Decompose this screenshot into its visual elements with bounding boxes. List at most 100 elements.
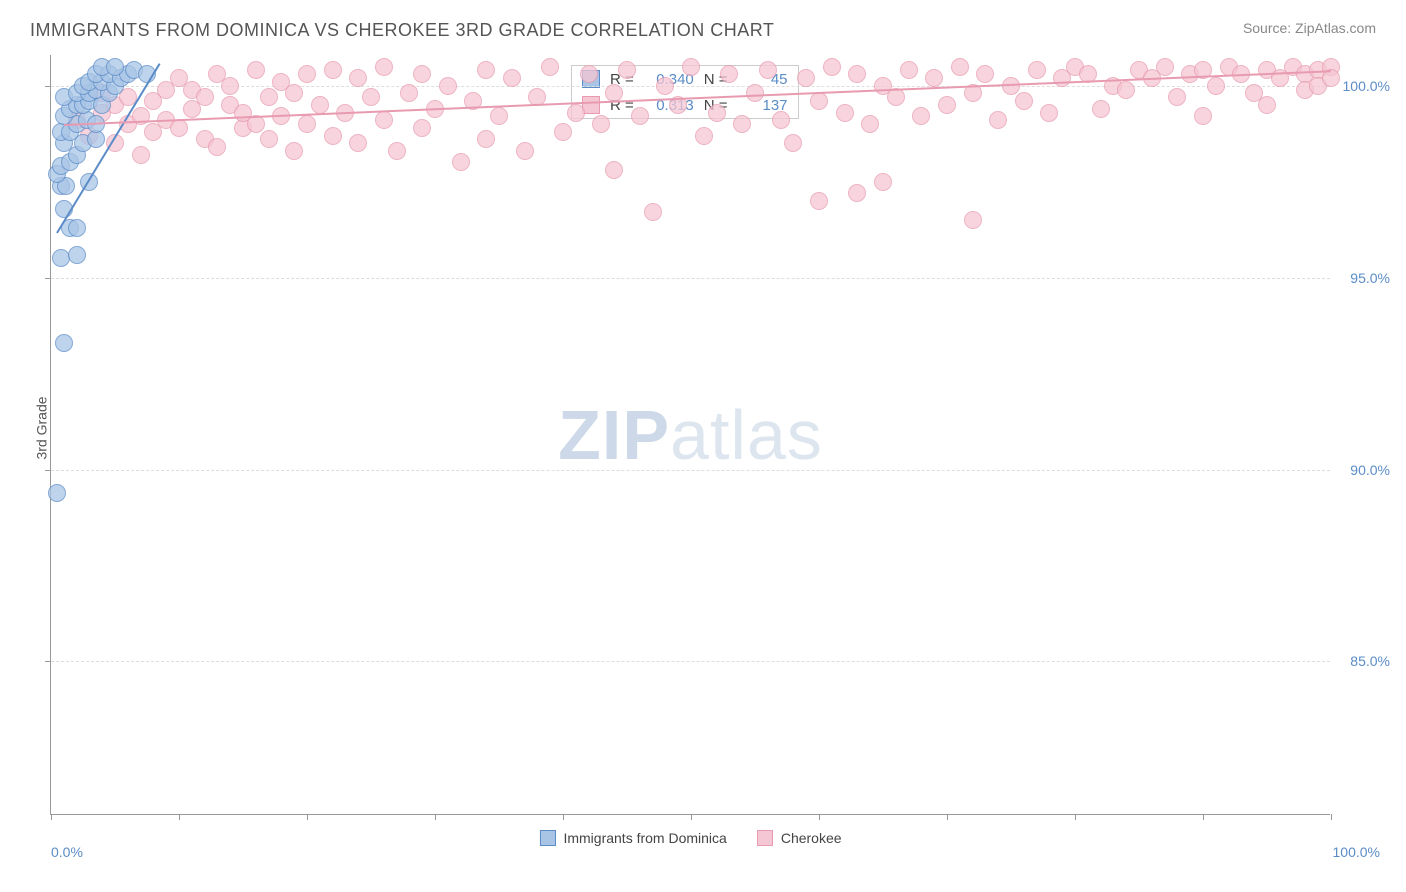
x-min-label: 0.0% [51,844,83,860]
data-point [375,111,393,129]
data-point [311,96,329,114]
data-point [964,211,982,229]
x-tick [819,814,820,820]
data-point [196,88,214,106]
data-point [733,115,751,133]
chart-source: Source: ZipAtlas.com [1243,20,1376,36]
y-tick-label: 100.0% [1343,78,1390,94]
data-point [1092,100,1110,118]
data-point [413,119,431,137]
data-point [247,61,265,79]
data-point [1040,104,1058,122]
data-point [68,219,86,237]
x-tick [1203,814,1204,820]
data-point [503,69,521,87]
y-tick [45,470,51,471]
data-point [260,130,278,148]
data-point [951,58,969,76]
data-point [1194,107,1212,125]
x-tick [563,814,564,820]
y-axis-label: 3rd Grade [34,396,50,459]
gridline [51,278,1330,279]
legend-item-1: Immigrants from Dominica [539,830,726,846]
data-point [759,61,777,79]
data-point [746,84,764,102]
data-point [989,111,1007,129]
y-tick [45,661,51,662]
data-point [682,58,700,76]
data-point [900,61,918,79]
data-point [592,115,610,133]
data-point [695,127,713,145]
y-tick-label: 90.0% [1350,462,1390,478]
x-tick [1075,814,1076,820]
data-point [375,58,393,76]
x-tick [691,814,692,820]
data-point [221,77,239,95]
y-tick [45,86,51,87]
data-point [848,184,866,202]
legend-label-1: Immigrants from Dominica [563,830,726,846]
data-point [925,69,943,87]
data-point [631,107,649,125]
x-tick [435,814,436,820]
data-point [298,115,316,133]
data-point [1028,61,1046,79]
data-point [567,104,585,122]
data-point [452,153,470,171]
data-point [861,115,879,133]
data-point [554,123,572,141]
data-point [1156,58,1174,76]
x-tick [51,814,52,820]
data-point [580,65,598,83]
legend-item-2: Cherokee [757,830,842,846]
chart-header: IMMIGRANTS FROM DOMINICA VS CHEROKEE 3RD… [0,0,1406,51]
data-point [55,334,73,352]
data-point [797,69,815,87]
data-point [772,111,790,129]
data-point [388,142,406,160]
data-point [132,146,150,164]
data-point [477,130,495,148]
data-point [976,65,994,83]
data-point [656,77,674,95]
chart-title: IMMIGRANTS FROM DOMINICA VS CHEROKEE 3RD… [30,20,774,41]
data-point [810,192,828,210]
gridline [51,470,1330,471]
plot-area: ZIPatlas R = 0.340 N = 45 R = 0.313 N = … [50,55,1330,815]
data-point [285,84,303,102]
x-tick [179,814,180,820]
data-point [823,58,841,76]
data-point [298,65,316,83]
data-point [349,69,367,87]
legend-swatch-1 [539,830,555,846]
data-point [106,58,124,76]
watermark: ZIPatlas [558,395,823,475]
data-point [170,119,188,137]
data-point [848,65,866,83]
data-point [836,104,854,122]
data-point [285,142,303,160]
data-point [490,107,508,125]
legend-swatch-2 [757,830,773,846]
gridline [51,86,1330,87]
data-point [1207,77,1225,95]
chart-container: ZIPatlas R = 0.340 N = 45 R = 0.313 N = … [50,55,1380,845]
data-point [48,484,66,502]
data-point [720,65,738,83]
x-tick [307,814,308,820]
y-tick [45,278,51,279]
gridline [51,661,1330,662]
data-point [784,134,802,152]
data-point [1117,81,1135,99]
data-point [400,84,418,102]
data-point [87,130,105,148]
watermark-light: atlas [670,396,823,474]
data-point [477,61,495,79]
x-tick [947,814,948,820]
data-point [708,104,726,122]
data-point [541,58,559,76]
x-max-label: 100.0% [1333,844,1380,860]
data-point [324,61,342,79]
legend-label-2: Cherokee [781,830,842,846]
